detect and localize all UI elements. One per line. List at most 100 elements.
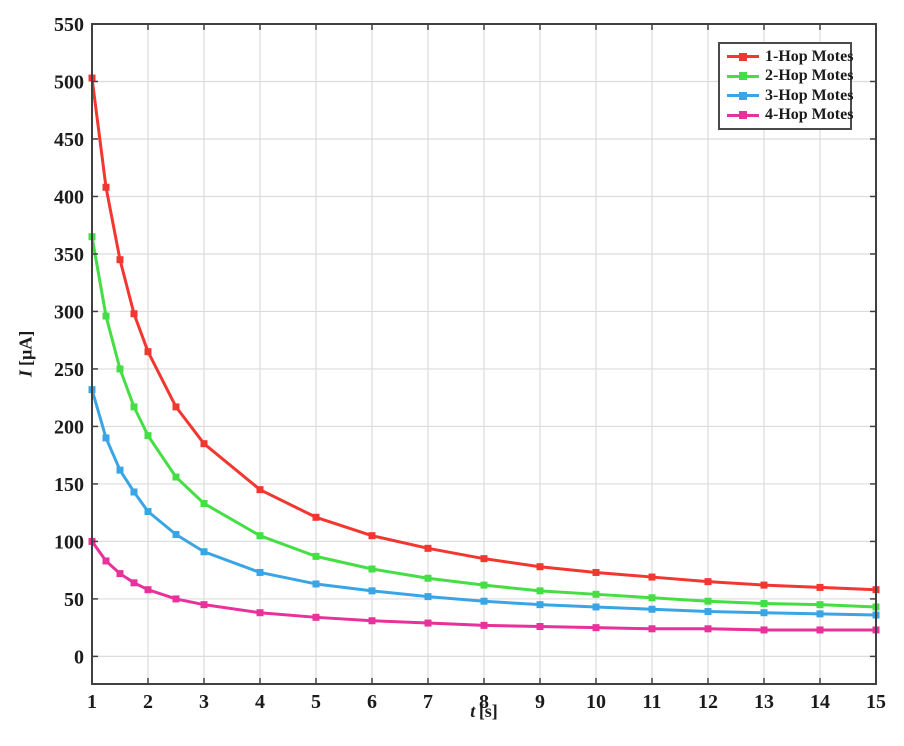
series-marker-4-hop <box>116 570 124 578</box>
series-marker-4-hop <box>144 586 152 594</box>
series-marker-3-hop <box>102 434 110 442</box>
x-tick-label: 5 <box>311 691 321 713</box>
y-axis-label: I [µA] <box>12 24 40 684</box>
series-marker-3-hop <box>144 508 152 516</box>
series-marker-2-hop <box>102 312 110 320</box>
series-marker-2-hop <box>648 594 656 602</box>
series-marker-4-hop <box>816 626 824 634</box>
series-marker-3-hop <box>312 580 320 588</box>
y-axis-unit: [µA] <box>15 331 36 367</box>
x-tick-label: 4 <box>255 691 265 713</box>
series-marker-4-hop <box>312 613 320 621</box>
x-tick-label: 10 <box>586 691 606 713</box>
series-marker-4-hop <box>172 595 180 603</box>
series-marker-2-hop <box>424 574 432 582</box>
x-tick-label: 11 <box>643 691 662 713</box>
series-marker-4-hop <box>256 609 264 617</box>
series-marker-1-hop <box>130 310 138 318</box>
y-tick-label: 500 <box>54 71 84 93</box>
series-marker-1-hop <box>536 563 544 571</box>
series-marker-1-hop <box>592 568 600 576</box>
series-marker-4-hop <box>704 625 712 633</box>
series-marker-3-hop <box>480 597 488 605</box>
series-marker-4-hop <box>130 579 138 587</box>
series-marker-2-hop <box>172 473 180 481</box>
series-marker-2-hop <box>480 581 488 589</box>
y-tick-label: 550 <box>54 14 84 36</box>
series-marker-1-hop <box>172 403 180 411</box>
series-marker-2-hop <box>116 365 124 373</box>
series-marker-4-hop <box>102 557 110 565</box>
series-marker-4-hop <box>592 624 600 632</box>
series-marker-2-hop <box>144 432 152 440</box>
series-marker-3-hop <box>130 488 138 496</box>
x-tick-label: 2 <box>143 691 153 713</box>
y-tick-label: 0 <box>74 646 84 668</box>
series-marker-4-hop <box>536 623 544 631</box>
legend-swatch-3-hop-icon <box>727 91 759 100</box>
series-marker-3-hop <box>704 608 712 616</box>
legend-label-2-hop: 2-Hop Motes <box>765 67 854 85</box>
x-axis-unit: [s] <box>478 701 498 721</box>
series-marker-1-hop <box>200 440 208 448</box>
x-axis-variable: t <box>470 701 476 721</box>
series-marker-2-hop <box>536 587 544 595</box>
series-marker-3-hop <box>200 548 208 556</box>
series-marker-1-hop <box>144 348 152 356</box>
legend-item-2-hop: 2-Hop Motes <box>727 67 854 85</box>
series-marker-3-hop <box>172 531 180 539</box>
legend-item-1-hop: 1-Hop Motes <box>727 48 853 66</box>
series-marker-1-hop <box>480 555 488 563</box>
series-marker-4-hop <box>480 621 488 629</box>
series-marker-1-hop <box>648 573 656 581</box>
y-tick-label: 200 <box>54 416 84 438</box>
x-tick-label: 7 <box>423 691 433 713</box>
legend-swatch-2-hop-icon <box>727 72 759 81</box>
x-axis-label: t [s] <box>92 701 876 722</box>
y-tick-label: 50 <box>64 589 84 611</box>
series-marker-3-hop <box>592 603 600 611</box>
series-marker-2-hop <box>816 601 824 609</box>
series-marker-2-hop <box>256 532 264 540</box>
legend-label-3-hop: 3-Hop Motes <box>765 86 854 104</box>
series-marker-3-hop <box>816 610 824 618</box>
series-marker-3-hop <box>536 601 544 609</box>
x-tick-label: 13 <box>754 691 774 713</box>
legend-item-4-hop: 4-Hop Motes <box>727 106 854 124</box>
x-tick-label: 6 <box>367 691 377 713</box>
x-tick-label: 12 <box>698 691 718 713</box>
x-tick-label: 8 <box>479 691 489 713</box>
y-tick-label: 250 <box>54 359 84 381</box>
y-tick-label: 100 <box>54 531 84 553</box>
series-marker-1-hop <box>256 486 264 494</box>
series-marker-4-hop <box>648 625 656 633</box>
x-tick-label: 15 <box>866 691 886 713</box>
series-marker-2-hop <box>368 565 376 573</box>
y-tick-label: 400 <box>54 186 84 208</box>
series-marker-2-hop <box>312 552 320 560</box>
series-marker-1-hop <box>704 578 712 586</box>
y-tick-label: 300 <box>54 301 84 323</box>
series-marker-4-hop <box>424 619 432 627</box>
series-marker-2-hop <box>760 600 768 608</box>
legend-item-3-hop: 3-Hop Motes <box>727 86 854 105</box>
series-marker-4-hop <box>760 626 768 634</box>
series-marker-3-hop <box>256 568 264 576</box>
y-axis-variable: I <box>15 369 36 377</box>
series-marker-2-hop <box>200 499 208 507</box>
x-tick-label: 9 <box>535 691 545 713</box>
legend-swatch-1-hop-icon <box>727 52 759 61</box>
legend-label-4-hop: 4-Hop Motes <box>765 106 854 124</box>
series-marker-4-hop <box>200 601 208 609</box>
y-tick-label: 350 <box>54 244 84 266</box>
series-marker-3-hop <box>424 593 432 601</box>
series-marker-2-hop <box>130 403 138 411</box>
series-marker-3-hop <box>116 466 124 474</box>
series-marker-4-hop <box>368 617 376 625</box>
x-tick-label: 14 <box>810 691 830 713</box>
x-tick-label: 3 <box>199 691 209 713</box>
series-marker-2-hop <box>704 597 712 605</box>
series-marker-1-hop <box>312 513 320 521</box>
series-marker-1-hop <box>368 532 376 540</box>
